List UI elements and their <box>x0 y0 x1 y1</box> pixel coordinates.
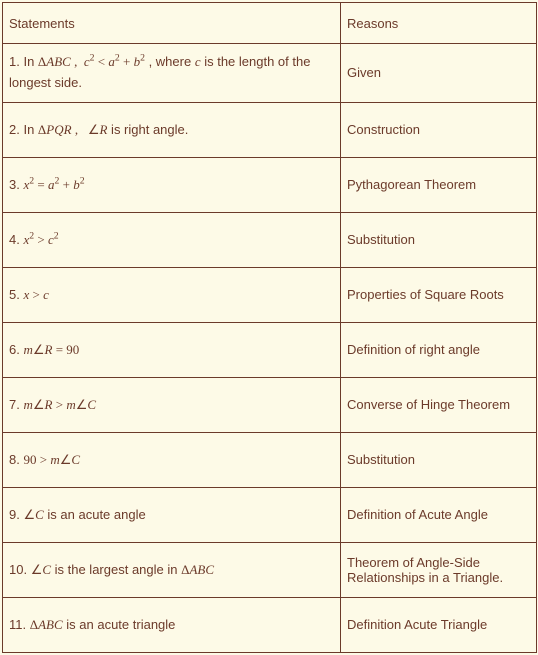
statement-cell: 9. ∠C is an acute angle <box>3 487 341 542</box>
stmt-prefix: 4. <box>9 232 23 247</box>
table-row: 3. x2 = a2 + b2Pythagorean Theorem <box>3 157 537 212</box>
table-row: 7. m∠R > m∠CConverse of Hinge Theorem <box>3 377 537 432</box>
reason-cell: Properties of Square Roots <box>341 267 537 322</box>
stmt-math: x > c <box>23 287 48 302</box>
table-body: 1. In ΔABC , c2 < a2 + b2 , where c is t… <box>3 44 537 653</box>
statement-cell: 5. x > c <box>3 267 341 322</box>
reason-cell: Definition of Acute Angle <box>341 487 537 542</box>
reason-cell: Given <box>341 44 537 103</box>
reason-cell: Pythagorean Theorem <box>341 157 537 212</box>
stmt-math: x2 > c2 <box>23 232 58 247</box>
reason-cell: Substitution <box>341 432 537 487</box>
stmt-prefix: 7. <box>9 397 23 412</box>
statement-cell: 6. m∠R = 90 <box>3 322 341 377</box>
stmt-prefix: 11. <box>9 617 30 632</box>
stmt-mid: is the largest angle in <box>51 562 181 577</box>
stmt-math: m∠R > m∠C <box>23 397 96 412</box>
table-row: 2. In ΔPQR , ∠R is right angle.Construct… <box>3 102 537 157</box>
reason-cell: Converse of Hinge Theorem <box>341 377 537 432</box>
stmt-mid: , where <box>145 54 195 69</box>
reason-cell: Substitution <box>341 212 537 267</box>
proof-table: Statements Reasons 1. In ΔABC , c2 < a2 … <box>2 2 537 653</box>
stmt-mid: is an acute triangle <box>63 617 176 632</box>
stmt-prefix: 10. <box>9 562 31 577</box>
statement-cell: 10. ∠C is the largest angle in ΔABC <box>3 542 341 597</box>
stmt-math-2: ΔABC <box>181 562 214 577</box>
reason-cell: Definition of right angle <box>341 322 537 377</box>
table-row: 6. m∠R = 90Definition of right angle <box>3 322 537 377</box>
stmt-math: ∠C <box>31 562 51 577</box>
stmt-math: 90 > m∠C <box>23 452 80 467</box>
statement-cell: 7. m∠R > m∠C <box>3 377 341 432</box>
stmt-math: ΔABC , c2 < a2 + b2 <box>38 54 145 69</box>
table-row: 4. x2 > c2Substitution <box>3 212 537 267</box>
statement-cell: 4. x2 > c2 <box>3 212 341 267</box>
reason-cell: Theorem of Angle-Side Relationships in a… <box>341 542 537 597</box>
stmt-math: ΔPQR , ∠R <box>38 122 108 137</box>
stmt-prefix: 3. <box>9 177 23 192</box>
stmt-prefix: 9. <box>9 507 23 522</box>
stmt-prefix: 6. <box>9 342 23 357</box>
stmt-math: ΔABC <box>30 617 63 632</box>
reason-cell: Construction <box>341 102 537 157</box>
stmt-mid: is an acute angle <box>44 507 146 522</box>
statement-cell: 8. 90 > m∠C <box>3 432 341 487</box>
statement-cell: 3. x2 = a2 + b2 <box>3 157 341 212</box>
table-row: 1. In ΔABC , c2 < a2 + b2 , where c is t… <box>3 44 537 103</box>
stmt-math: ∠C <box>23 507 43 522</box>
stmt-math: m∠R = 90 <box>23 342 79 357</box>
header-reasons: Reasons <box>341 3 537 44</box>
statement-cell: 1. In ΔABC , c2 < a2 + b2 , where c is t… <box>3 44 341 103</box>
table-header-row: Statements Reasons <box>3 3 537 44</box>
stmt-prefix: 1. In <box>9 54 38 69</box>
stmt-prefix: 2. In <box>9 122 38 137</box>
header-statements: Statements <box>3 3 341 44</box>
stmt-math: x2 = a2 + b2 <box>23 177 84 192</box>
stmt-mid: is right angle. <box>107 122 188 137</box>
table-row: 5. x > cProperties of Square Roots <box>3 267 537 322</box>
stmt-prefix: 5. <box>9 287 23 302</box>
table-row: 8. 90 > m∠CSubstitution <box>3 432 537 487</box>
table-row: 10. ∠C is the largest angle in ΔABCTheor… <box>3 542 537 597</box>
stmt-prefix: 8. <box>9 452 23 467</box>
table-row: 9. ∠C is an acute angleDefinition of Acu… <box>3 487 537 542</box>
statement-cell: 2. In ΔPQR , ∠R is right angle. <box>3 102 341 157</box>
